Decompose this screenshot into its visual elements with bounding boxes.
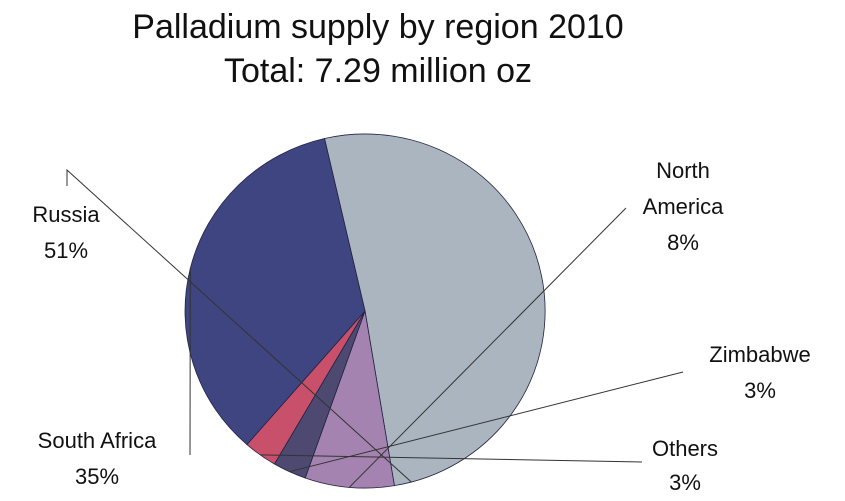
slice-label-zimbabwe: 3% bbox=[744, 378, 776, 403]
slice-label-others: 3% bbox=[669, 470, 701, 495]
slice-name-north-america-line2: America bbox=[643, 194, 724, 219]
slice-name-zimbabwe: Zimbabwe bbox=[709, 342, 810, 367]
slice-name-russia: Russia bbox=[32, 202, 100, 227]
slice-label-north-america: 8% bbox=[667, 230, 699, 255]
slice-name-others: Others bbox=[652, 436, 718, 461]
slice-name-north-america-line1: North bbox=[656, 158, 710, 183]
pie-slices bbox=[185, 134, 545, 488]
chart-subtitle: Total: 7.29 million oz bbox=[224, 52, 532, 90]
slice-name-south-africa: South Africa bbox=[38, 428, 157, 453]
chart-title: Palladium supply by region 2010 bbox=[132, 8, 623, 46]
slice-label-south-africa: 35% bbox=[75, 464, 119, 489]
slice-label-russia: 51% bbox=[44, 238, 88, 263]
